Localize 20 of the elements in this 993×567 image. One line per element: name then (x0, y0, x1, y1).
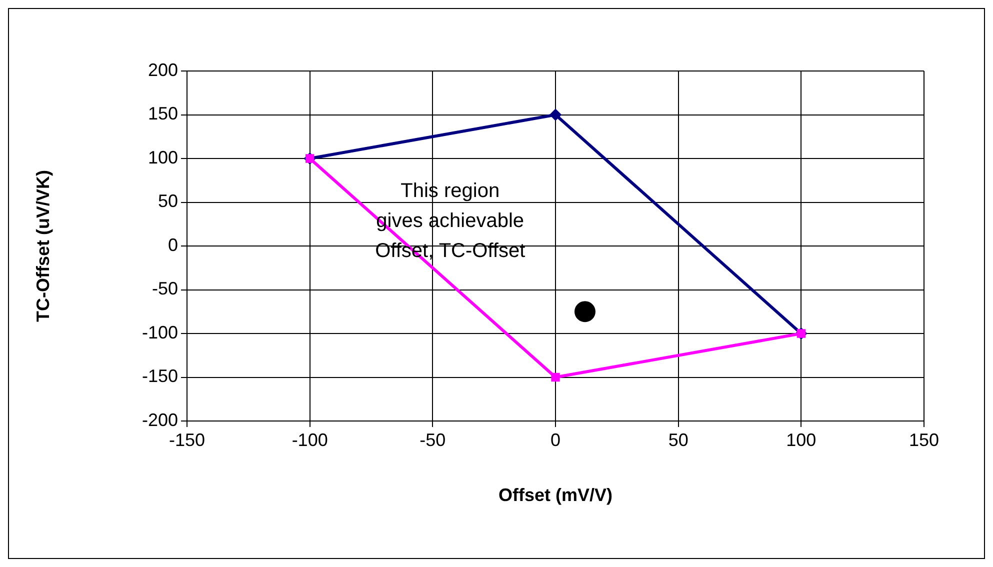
x-tick-label: 150 (908, 430, 940, 450)
x-tick-label: 100 (786, 430, 816, 450)
y-tick-label: -150 (142, 366, 178, 386)
y-tick-label: 50 (158, 191, 178, 212)
x-tick-label: -100 (292, 430, 328, 450)
y-tick-label: -200 (142, 410, 178, 430)
point (550, 109, 561, 120)
y-tick-label: -50 (152, 278, 178, 299)
y-tick-label: -100 (142, 322, 178, 342)
x-axis-title: Offset (mV/V) (498, 485, 613, 506)
y-tick-label: 0 (168, 234, 178, 255)
point (574, 301, 596, 322)
y-tick-label: 100 (148, 147, 178, 168)
y-tick-label: 200 (148, 60, 178, 80)
x-tick-label: -50 (420, 430, 446, 450)
x-tick-label: 50 (668, 430, 688, 450)
y-tick-label: 150 (148, 104, 178, 124)
x-tick-label: 0 (550, 430, 561, 450)
point (551, 372, 560, 382)
y-axis-title: TC-Offset (uV/VK) (32, 170, 53, 322)
